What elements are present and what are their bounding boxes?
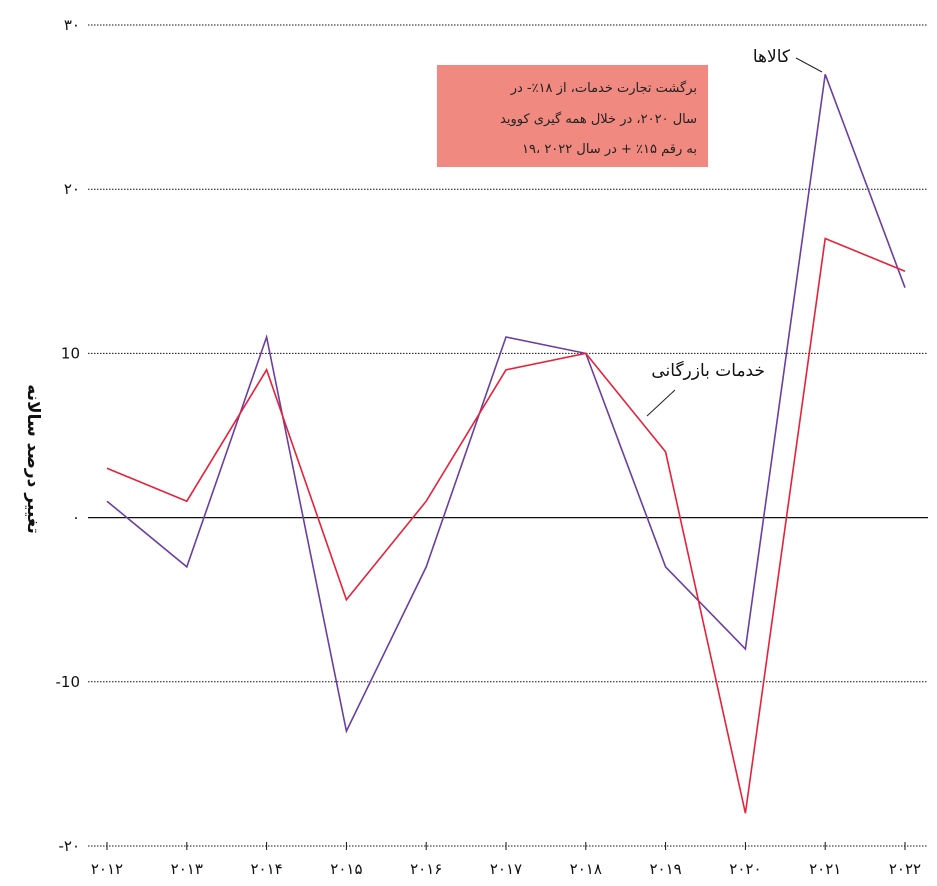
gridlines xyxy=(88,24,928,847)
x-tick-label: ۲۰۱۲ xyxy=(91,860,123,878)
x-tick-label: ۲۰۱۴ xyxy=(250,860,282,878)
x-tick-label: ۲۰۲۰ xyxy=(729,860,761,878)
y-tick-label: -10 xyxy=(56,673,81,691)
x-tick-label: ۲۰۱۵ xyxy=(330,860,362,878)
x-tick-label: ۲۰۱۹ xyxy=(649,860,681,878)
annotation-line-2: سال ۲۰۲۰، در خلال همه گیری کووید xyxy=(500,111,697,127)
y-tick-label: -۲۰ xyxy=(58,837,80,855)
annotation-line-3: ۱۹، به رقم ۱۵٪ + در سال ۲۰۲۲ xyxy=(522,142,697,157)
y-tick-label: ۲۰ xyxy=(64,180,80,198)
x-tick-label: ۲۰۲۱ xyxy=(809,860,841,878)
y-tick-label: ۳۰ xyxy=(64,16,80,34)
leader-line-goods xyxy=(795,57,823,73)
x-tick-label: ۲۰۱۶ xyxy=(410,860,442,878)
annotation-background xyxy=(437,65,708,167)
annotation-box: برگشت تجارت خدمات، از ۱۸٪- در سال ۲۰۲۰، … xyxy=(437,65,708,167)
axes: ۳۰ ۲۰ 10 ۰ -10 -۲۰ ۲۰۱۲ ۲۰۱۳ ۲۰۱۴ ۲۰۱۵ ۲۰۱۶ ۲۰۱۷ ۲۰۱… xyxy=(56,16,922,878)
x-tick-label: ۲۰۱۳ xyxy=(171,860,203,878)
x-tick-label: ۲۰۲۲ xyxy=(889,860,921,878)
label-goods: کالاها xyxy=(753,47,823,73)
series-label-goods: کالاها xyxy=(753,47,791,67)
x-tick-label: ۲۰۱۷ xyxy=(490,860,522,878)
leader-line-services xyxy=(646,389,676,417)
label-services: خدمات بازرگانی xyxy=(646,360,765,417)
y-tick-label: ۰ xyxy=(72,509,80,527)
series-lines xyxy=(106,74,906,814)
annotation-line-1: برگشت تجارت خدمات، از ۱۸٪- در xyxy=(510,80,697,96)
series-label-services: خدمات بازرگانی xyxy=(651,360,765,381)
y-tick-label: 10 xyxy=(61,344,80,362)
series-line-services xyxy=(106,237,906,814)
x-tick-label: ۲۰۱۸ xyxy=(570,860,602,878)
y-axis-label: تغییر درصد سالانه xyxy=(23,384,43,533)
series-line-goods xyxy=(106,74,906,734)
